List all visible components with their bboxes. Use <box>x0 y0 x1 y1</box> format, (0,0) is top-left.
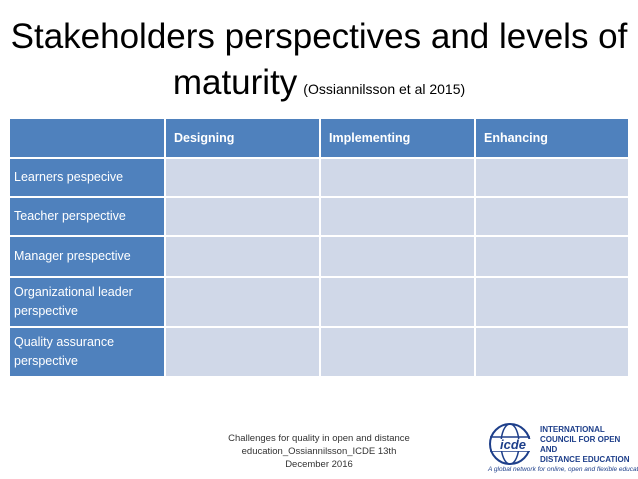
svg-text:icde: icde <box>500 437 526 452</box>
table-cell <box>164 235 321 278</box>
table-cell <box>319 276 476 328</box>
table-cell <box>474 326 630 378</box>
slide-title-line2: maturity (Ossiannilsson et al 2015) <box>0 60 638 113</box>
table-cell <box>164 276 321 328</box>
title-citation: (Ossiannilsson et al 2015) <box>303 81 466 97</box>
table-cell <box>164 157 321 198</box>
icde-logo: icde INTERNATIONAL COUNCIL FOR OPEN AND … <box>488 422 638 477</box>
logo-tagline: A global network for online, open and fl… <box>488 466 638 473</box>
slide-footer: Challenges for quality in open and dista… <box>213 432 425 471</box>
column-header-implementing: Implementing <box>319 117 476 159</box>
table-row: Teacher perspective <box>8 196 630 237</box>
table-cell <box>474 235 630 278</box>
row-header-organizational-leader: Organizational leader perspective <box>8 276 166 328</box>
row-header-teacher: Teacher perspective <box>8 196 166 237</box>
table-cell <box>319 196 476 237</box>
row-header-quality-assurance: Quality assurance perspective <box>8 326 166 378</box>
row-header-learners: Learners pespecive <box>8 157 166 198</box>
header-corner-cell <box>8 117 166 159</box>
table-row: Organizational leader perspective <box>8 276 630 328</box>
table-row: Learners pespecive <box>8 157 630 198</box>
table-cell <box>319 326 476 378</box>
footer-line: Challenges for quality in open and dista… <box>228 433 410 444</box>
logo-line: COUNCIL FOR OPEN AND <box>540 435 621 454</box>
table-cell <box>474 276 630 328</box>
maturity-table: Designing Implementing Enhancing Learner… <box>8 117 630 378</box>
slide-title-word: maturity <box>172 63 298 102</box>
logo-line: INTERNATIONAL <box>540 425 605 434</box>
row-header-manager: Manager prespective <box>8 235 166 278</box>
column-header-enhancing: Enhancing <box>474 117 630 159</box>
logo-line: DISTANCE EDUCATION <box>540 455 630 464</box>
table-cell <box>319 235 476 278</box>
slide-title: Stakeholders perspectives and levels of <box>10 17 628 56</box>
table-cell <box>474 157 630 198</box>
column-header-designing: Designing <box>164 117 321 159</box>
table-cell <box>164 326 321 378</box>
logo-wordmark: INTERNATIONAL COUNCIL FOR OPEN AND DISTA… <box>540 425 635 465</box>
table-header-row: Designing Implementing Enhancing <box>8 117 630 159</box>
footer-line: December 2016 <box>285 459 353 470</box>
table-cell <box>164 196 321 237</box>
table-row: Quality assurance perspective <box>8 326 630 378</box>
globe-icon: icde <box>489 423 534 465</box>
footer-line: education_Ossiannilsson_ICDE 13th <box>241 446 397 457</box>
table-cell <box>474 196 630 237</box>
table-cell <box>319 157 476 198</box>
table-row: Manager prespective <box>8 235 630 278</box>
